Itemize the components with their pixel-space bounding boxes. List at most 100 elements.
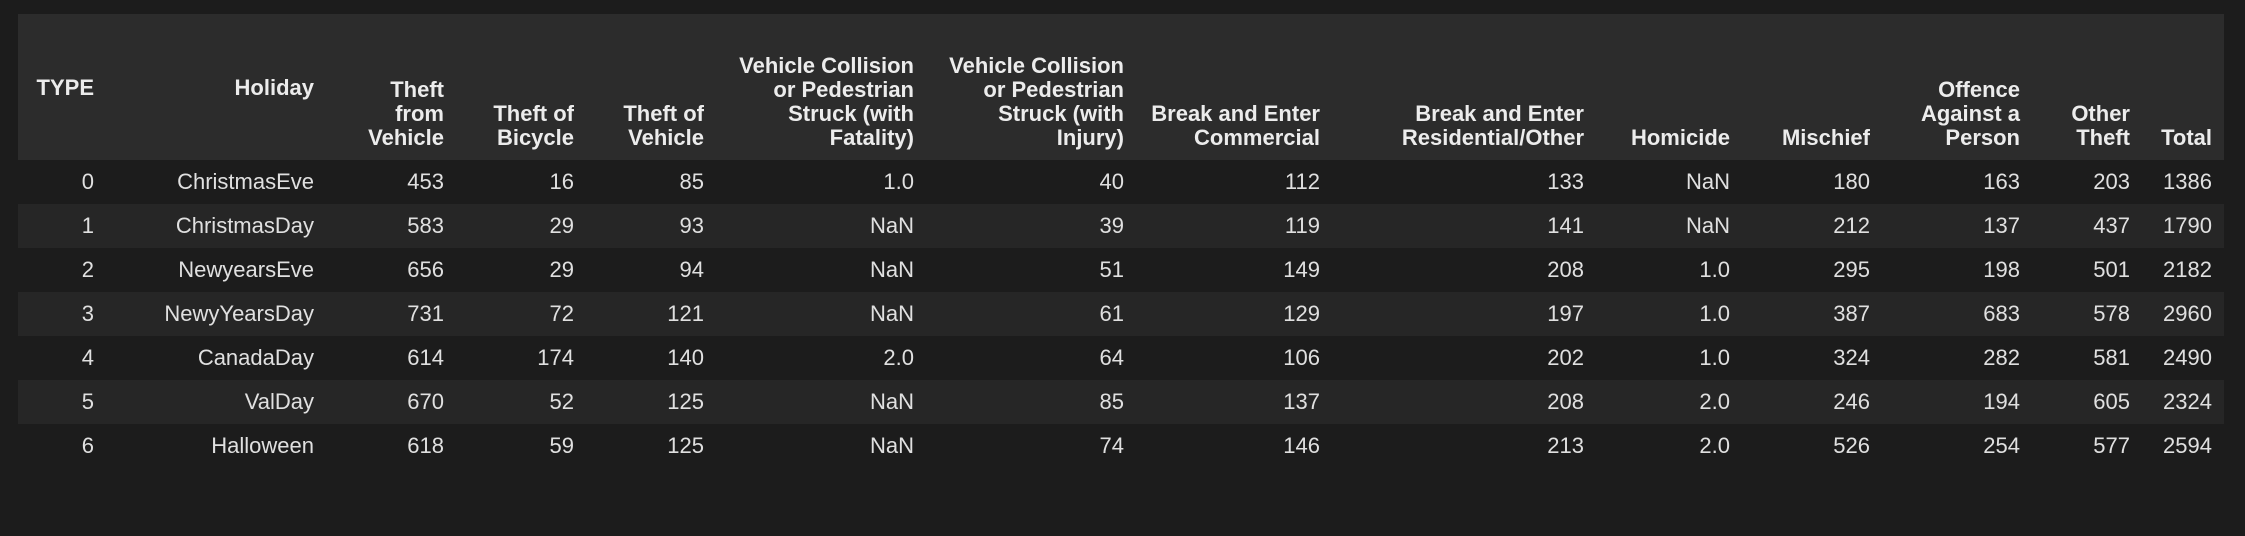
theft-of-vehicle-cell: 125 bbox=[667, 433, 704, 458]
total-cell: 2594 bbox=[2163, 433, 2212, 458]
holiday-cell: NewyYearsDay bbox=[164, 301, 314, 326]
homicide-cell: 1.0 bbox=[1699, 345, 1730, 370]
index-cell: 6 bbox=[81, 433, 94, 458]
break-enter-commercial-cell: 112 bbox=[1284, 169, 1320, 194]
offence-against-person-cell: 254 bbox=[1983, 433, 2020, 458]
mischief-cell: 212 bbox=[1833, 213, 1870, 238]
total-cell: 2182 bbox=[2163, 257, 2212, 282]
dataframe-output: TYPE Holiday Theft from Vehicle Theft of… bbox=[18, 14, 2232, 468]
total-cell: 1790 bbox=[2163, 213, 2212, 238]
break-enter-commercial-cell: 106 bbox=[1283, 345, 1320, 370]
collision-injury-cell: 74 bbox=[1099, 433, 1124, 458]
column-header-collision-fatality: Vehicle Collision or Pedestrian Struck (… bbox=[739, 53, 914, 150]
column-header-theft-from-vehicle: Theft from Vehicle bbox=[368, 77, 444, 150]
other-theft-cell: 581 bbox=[2093, 345, 2130, 370]
table-header: TYPE Holiday Theft from Vehicle Theft of… bbox=[18, 14, 2224, 160]
index-cell: 0 bbox=[81, 169, 94, 194]
table-body: 0 ChristmasEve 453 16 85 1.0 40 112 133 NaN 180 163… bbox=[18, 160, 2224, 468]
mischief-cell: 526 bbox=[1833, 433, 1870, 458]
collision-injury-cell: 64 bbox=[1099, 345, 1124, 370]
theft-of-vehicle-cell: 93 bbox=[679, 213, 704, 238]
theft-of-vehicle-cell: 125 bbox=[667, 389, 704, 414]
dataframe-table: TYPE Holiday Theft from Vehicle Theft of… bbox=[18, 14, 2224, 468]
theft-from-vehicle-cell: 656 bbox=[407, 257, 444, 282]
theft-from-vehicle-cell: 453 bbox=[407, 169, 444, 194]
column-header-homicide: Homicide bbox=[1630, 125, 1730, 150]
table-row: 1 ChristmasDay 583 29 93 NaN 39 119 141 NaN 212 137… bbox=[18, 204, 2224, 248]
theft-from-vehicle-cell: 614 bbox=[407, 345, 444, 370]
total-cell: 1386 bbox=[2163, 169, 2212, 194]
theft-of-vehicle-cell: 94 bbox=[679, 257, 704, 282]
mischief-cell: 180 bbox=[1833, 169, 1870, 194]
homicide-cell: 1.0 bbox=[1699, 301, 1730, 326]
collision-fatality-cell: NaN bbox=[869, 257, 914, 282]
total-cell: 2490 bbox=[2163, 345, 2212, 370]
theft-from-vehicle-cell: 618 bbox=[407, 433, 444, 458]
homicide-cell: 1.0 bbox=[1699, 257, 1730, 282]
break-enter-commercial-cell: 137 bbox=[1283, 389, 1320, 414]
offence-against-person-cell: 137 bbox=[1983, 213, 2020, 238]
table-row: 5 ValDay 670 52 125 NaN 85 137 208 2.0 246 194 605 23… bbox=[18, 380, 2224, 424]
other-theft-cell: 578 bbox=[2093, 301, 2130, 326]
break-enter-residential-cell: 133 bbox=[1547, 169, 1584, 194]
column-header-offence-against-person: Offence Against a Person bbox=[1920, 77, 2020, 150]
homicide-cell: 2.0 bbox=[1699, 389, 1730, 414]
offence-against-person-cell: 163 bbox=[1983, 169, 2020, 194]
holiday-cell: CanadaDay bbox=[197, 345, 314, 370]
collision-fatality-cell: NaN bbox=[869, 301, 914, 326]
offence-against-person-cell: 198 bbox=[1983, 257, 2020, 282]
theft-from-vehicle-cell: 670 bbox=[407, 389, 444, 414]
break-enter-commercial-cell: 146 bbox=[1283, 433, 1320, 458]
index-cell: 4 bbox=[81, 345, 94, 370]
theft-of-vehicle-cell: 85 bbox=[679, 169, 704, 194]
theft-of-bicycle-cell: 16 bbox=[549, 169, 574, 194]
collision-injury-cell: 40 bbox=[1099, 169, 1124, 194]
collision-fatality-cell: NaN bbox=[869, 213, 914, 238]
table-row: 3 NewyYearsDay 731 72 121 NaN 61 129 197 1.0 387 68… bbox=[18, 292, 2224, 336]
total-cell: 2324 bbox=[2163, 389, 2212, 414]
mischief-cell: 324 bbox=[1833, 345, 1870, 370]
theft-of-bicycle-cell: 52 bbox=[549, 389, 574, 414]
table-row: 2 NewyearsEve 656 29 94 NaN 51 149 208 1.0 295 198 5… bbox=[18, 248, 2224, 292]
collision-fatality-cell: NaN bbox=[869, 433, 914, 458]
holiday-cell: Halloween bbox=[211, 433, 314, 458]
homicide-cell: NaN bbox=[1685, 213, 1730, 238]
index-cell: 1 bbox=[81, 213, 94, 238]
table-row: 0 ChristmasEve 453 16 85 1.0 40 112 133 NaN 180 163… bbox=[18, 160, 2224, 204]
break-enter-commercial-cell: 129 bbox=[1283, 301, 1320, 326]
break-enter-commercial-cell: 149 bbox=[1283, 257, 1320, 282]
other-theft-cell: 605 bbox=[2093, 389, 2130, 414]
holiday-cell: ChristmasEve bbox=[177, 169, 314, 194]
collision-injury-cell: 61 bbox=[1099, 301, 1124, 326]
theft-of-bicycle-cell: 174 bbox=[537, 345, 574, 370]
theft-of-vehicle-cell: 121 bbox=[667, 301, 704, 326]
mischief-cell: 295 bbox=[1833, 257, 1870, 282]
column-header-other-theft: Other Theft bbox=[2071, 101, 2130, 150]
mischief-cell: 246 bbox=[1833, 389, 1870, 414]
column-header-theft-of-vehicle: Theft of Vehicle bbox=[623, 101, 704, 150]
other-theft-cell: 437 bbox=[2093, 213, 2130, 238]
holiday-cell: NewyearsEve bbox=[178, 257, 314, 282]
index-cell: 3 bbox=[81, 301, 94, 326]
collision-injury-cell: 85 bbox=[1099, 389, 1124, 414]
other-theft-cell: 501 bbox=[2093, 257, 2130, 282]
index-cell: 2 bbox=[81, 257, 94, 282]
total-cell: 2960 bbox=[2163, 301, 2212, 326]
theft-from-vehicle-cell: 731 bbox=[407, 301, 444, 326]
break-enter-residential-cell: 197 bbox=[1547, 301, 1584, 326]
break-enter-residential-cell: 141 bbox=[1547, 213, 1584, 238]
break-enter-residential-cell: 202 bbox=[1547, 345, 1584, 370]
collision-fatality-cell: 1.0 bbox=[883, 169, 914, 194]
theft-of-bicycle-cell: 29 bbox=[549, 257, 574, 282]
holiday-cell: ValDay bbox=[244, 389, 314, 414]
column-header-break-enter-residential: Break and Enter Residential/Other bbox=[1401, 101, 1584, 150]
theft-of-bicycle-cell: 59 bbox=[549, 433, 574, 458]
collision-injury-cell: 51 bbox=[1099, 257, 1124, 282]
other-theft-cell: 577 bbox=[2093, 433, 2130, 458]
collision-fatality-cell: NaN bbox=[869, 389, 914, 414]
collision-injury-cell: 39 bbox=[1099, 213, 1124, 238]
column-header-mischief: Mischief bbox=[1781, 125, 1870, 150]
holiday-cell: ChristmasDay bbox=[175, 213, 314, 238]
offence-against-person-cell: 194 bbox=[1983, 389, 2020, 414]
column-header-collision-injury: Vehicle Collision or Pedestrian Struck (… bbox=[949, 53, 1124, 150]
